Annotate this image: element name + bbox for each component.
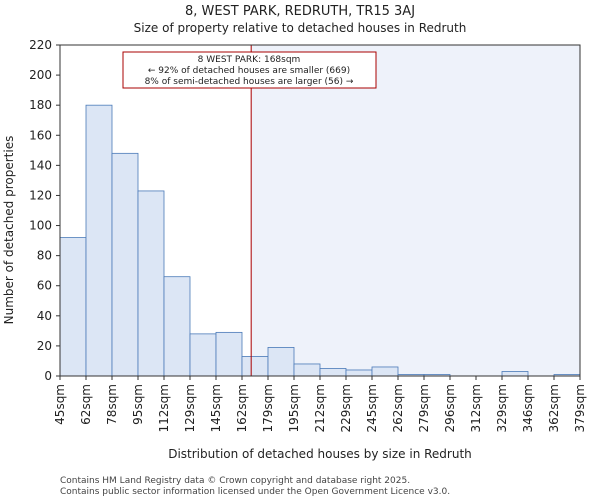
chart-subtitle: Size of property relative to detached ho…	[134, 21, 467, 35]
x-tick-label: 78sqm	[105, 384, 119, 425]
x-tick-label: 312sqm	[469, 384, 483, 432]
bar-112sqm	[163, 276, 191, 377]
annotation-frame	[122, 51, 377, 89]
y-tick-label: 200	[29, 68, 52, 82]
y-axis-label: Number of detached properties	[2, 136, 16, 325]
annotation-box: 8 WEST PARK: 168sqm ← 92% of detached ho…	[122, 51, 377, 89]
y-tick-label: 20	[37, 339, 52, 353]
x-tick-label: 346sqm	[521, 384, 535, 432]
bar-45sqm	[59, 237, 87, 377]
bar-229sqm	[345, 369, 373, 377]
x-tick-label: 245sqm	[365, 384, 379, 432]
y-tick-label: 60	[37, 279, 52, 293]
x-tick-label: 62sqm	[79, 384, 93, 425]
footer-line-2: Contains public sector information licen…	[60, 487, 450, 497]
bar-145sqm	[215, 331, 243, 377]
bar-78sqm	[111, 152, 139, 377]
x-tick-label: 279sqm	[417, 384, 431, 432]
y-tick-label: 160	[29, 128, 52, 142]
annotation-line-3: 8% of semi-detached houses are larger (5…	[145, 77, 354, 87]
bar-95sqm	[137, 190, 165, 377]
y-tick-label: 140	[29, 158, 52, 172]
footer-line-1: Contains HM Land Registry data © Crown c…	[60, 476, 410, 486]
bar-329sqm	[501, 371, 529, 377]
x-tick-label: 229sqm	[339, 384, 353, 432]
x-axis: 45sqm 62sqm 78sqm 95sqm 112sqm 129sqm 145sqm 16…	[53, 376, 587, 432]
bar-179sqm	[267, 347, 295, 377]
y-tick-label: 0	[44, 369, 52, 383]
bar-162sqm	[241, 356, 269, 377]
highlight-region	[251, 45, 581, 376]
x-tick-label: 329sqm	[495, 384, 509, 432]
y-tick-label: 120	[29, 188, 52, 202]
x-tick-label: 95sqm	[131, 384, 145, 425]
x-tick-label: 129sqm	[183, 384, 197, 432]
bar-212sqm	[319, 368, 347, 377]
y-tick-label: 100	[29, 219, 52, 233]
x-tick-label: 379sqm	[573, 384, 587, 432]
chart-title: 8, WEST PARK, REDRUTH, TR15 3AJ	[185, 4, 415, 19]
x-tick-label: 145sqm	[209, 384, 223, 432]
x-tick-label: 262sqm	[391, 384, 405, 432]
bar-62sqm	[85, 104, 113, 377]
annotation-line-1: 8 WEST PARK: 168sqm	[198, 55, 301, 65]
x-tick-label: 179sqm	[261, 384, 275, 432]
x-tick-label: 195sqm	[287, 384, 301, 432]
x-tick-label: 162sqm	[235, 384, 249, 432]
bar-129sqm	[189, 333, 217, 377]
x-tick-label: 362sqm	[547, 384, 561, 432]
x-tick-label: 112sqm	[157, 384, 171, 432]
x-tick-label: 212sqm	[313, 384, 327, 432]
x-tick-label: 45sqm	[53, 384, 67, 425]
bars	[59, 104, 581, 377]
bar-245sqm	[371, 366, 399, 377]
y-axis: 0 20 40 60 80 100 120 140 160 180 200 220	[29, 38, 60, 383]
x-tick-label: 296sqm	[443, 384, 457, 432]
x-axis-label: Distribution of detached houses by size …	[168, 447, 472, 461]
bar-195sqm	[293, 363, 321, 377]
annotation-line-2: ← 92% of detached houses are smaller (66…	[148, 66, 350, 76]
y-tick-label: 40	[37, 309, 52, 323]
y-tick-label: 80	[37, 249, 52, 263]
y-tick-label: 180	[29, 98, 52, 112]
y-tick-label: 220	[29, 38, 52, 52]
